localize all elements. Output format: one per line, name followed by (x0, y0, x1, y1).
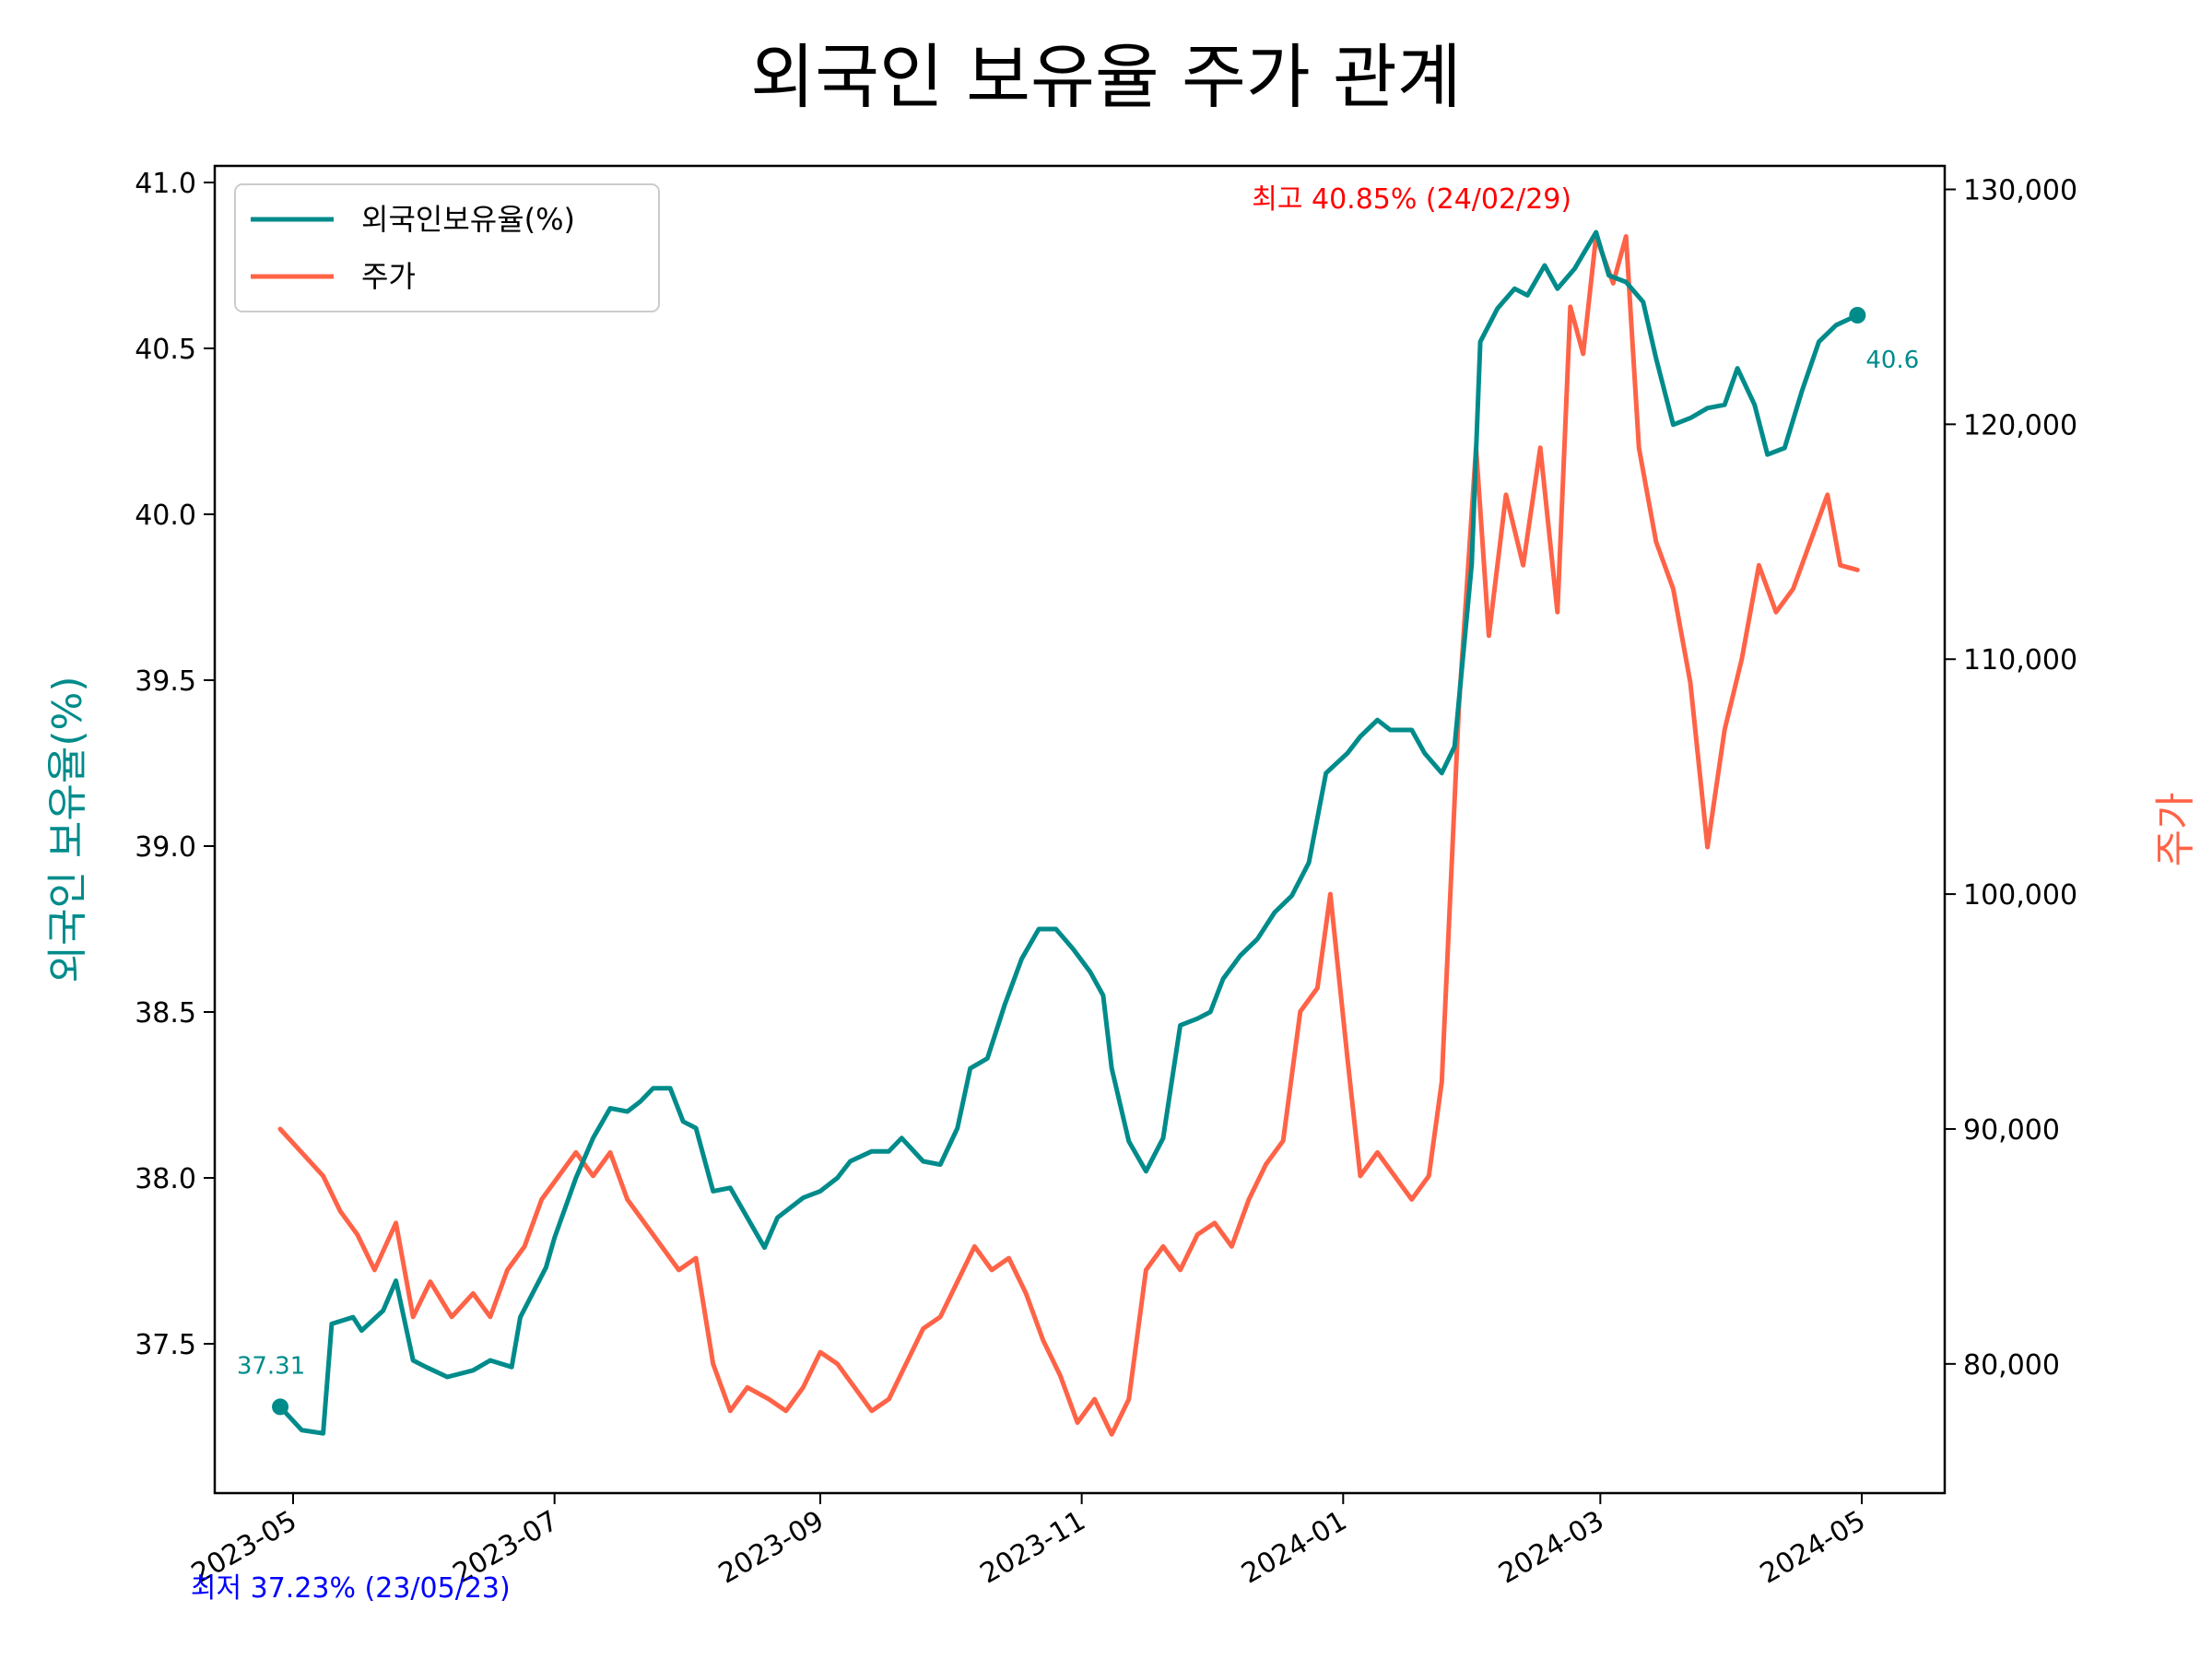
y-left-tick-label: 39.5 (135, 665, 196, 698)
y-left-tick-label: 38.0 (135, 1163, 196, 1195)
y-right-tick-label: 110,000 (1963, 644, 2077, 677)
series-line-ownership (277, 229, 1860, 1436)
y-right-axis-label: 주가 (2152, 793, 2199, 867)
y-right-tick-label: 80,000 (1963, 1349, 2060, 1382)
legend: 외국인보유율(%) 주가 (234, 183, 660, 312)
y-right-tick-label: 130,000 (1963, 174, 2077, 206)
series-line-price (277, 234, 1860, 1437)
legend-label: 주가 (361, 259, 416, 294)
annotation-layer: 37.31 40.6 최고 40.85% (24/02/29) 최저 37.23% (… (191, 183, 1919, 1605)
y-right-tick-label: 100,000 (1963, 879, 2077, 912)
axes-layer: 37.5 38.0 38.5 39.0 39.5 40.0 40.5 41.0 80,000 90… (44, 164, 2199, 1591)
end-value-label: 40.6 (1865, 347, 1919, 374)
y-right-tick-label: 120,000 (1963, 409, 2077, 441)
y-left-tick-label: 39.0 (135, 831, 196, 864)
x-tick-label: 2023-09 (713, 1505, 830, 1591)
y-left-axis-label: 외국인 보유율(%) (44, 676, 91, 982)
end-point-marker (1849, 307, 1866, 324)
min-annotation: 최저 37.23% (23/05/23) (191, 1572, 511, 1605)
start-value-label: 37.31 (237, 1352, 305, 1380)
max-annotation: 최고 40.85% (24/02/29) (1252, 183, 1571, 216)
legend-box (234, 183, 660, 312)
x-tick-label: 2024-01 (1236, 1505, 1352, 1591)
chart-title: 외국인 보유율 주가 관계 (750, 36, 1462, 118)
y-right-tick-label: 90,000 (1963, 1114, 2060, 1147)
x-tick-label: 2024-05 (1755, 1505, 1871, 1591)
start-point-marker (272, 1398, 289, 1416)
plot-frame (213, 164, 1947, 1495)
x-tick-label: 2023-11 (975, 1505, 1091, 1591)
y-left-tick-label: 40.0 (135, 500, 196, 532)
y-left-tick-label: 40.5 (135, 334, 196, 366)
series-layer (277, 229, 1860, 1437)
y-left-tick-label: 37.5 (135, 1329, 196, 1361)
y-left-tick-label: 38.5 (135, 997, 196, 1030)
y-left-tick-label: 41.0 (135, 168, 196, 200)
legend-label: 외국인보유율(%) (361, 202, 575, 237)
x-tick-label: 2024-03 (1493, 1505, 1609, 1591)
